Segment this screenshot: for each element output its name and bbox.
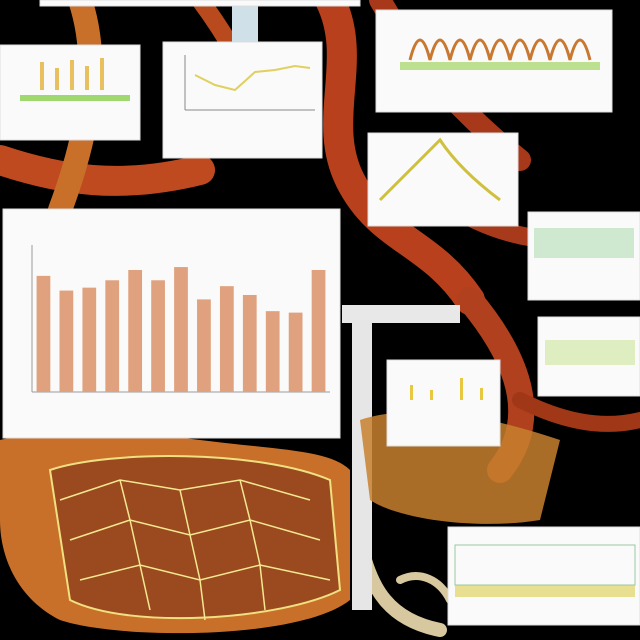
- panel: [0, 44, 141, 141]
- bar: [36, 275, 51, 392]
- mini-band: [545, 340, 635, 365]
- mini-line: [194, 64, 311, 92]
- panel: [447, 526, 640, 626]
- mini-bar: [20, 95, 130, 101]
- mini-bar: [410, 385, 413, 400]
- mini-bar: [85, 66, 89, 90]
- mini-bar: [70, 60, 74, 90]
- mini-band: [455, 585, 635, 597]
- bar: [128, 269, 143, 392]
- vessel: [0, 145, 215, 196]
- mesh-line: [119, 479, 151, 611]
- bar: [288, 312, 303, 392]
- connector: [232, 0, 258, 46]
- bar: [197, 299, 211, 392]
- mini-bar: [480, 388, 483, 400]
- mesh-line: [179, 489, 206, 621]
- bar: [151, 280, 165, 392]
- bar: [265, 311, 280, 392]
- connector: [342, 305, 460, 323]
- connector: [352, 320, 372, 610]
- mini-line: [408, 38, 592, 61]
- vessel: [396, 572, 454, 604]
- panel: [367, 132, 519, 227]
- mini-grid: [454, 544, 636, 586]
- mesh-line: [239, 479, 266, 611]
- mini-charts: [20, 38, 636, 597]
- bar: [59, 290, 74, 392]
- vessel: [512, 392, 640, 432]
- panel: [39, 0, 361, 7]
- mini-bar: [100, 58, 104, 90]
- bar: [219, 286, 234, 392]
- mesh: [59, 479, 331, 621]
- mini-band: [534, 228, 634, 258]
- bar: [242, 294, 257, 392]
- mini-bar: [40, 62, 44, 90]
- organ-lobe: [48, 455, 342, 620]
- panel: [2, 208, 341, 439]
- mini-bars: [410, 378, 483, 400]
- bar: [82, 287, 97, 392]
- mini-bar: [430, 390, 433, 400]
- panel: [162, 41, 323, 159]
- panel: [375, 9, 613, 113]
- panel: [386, 359, 501, 447]
- mini-band: [400, 62, 600, 70]
- mini-bars: [40, 58, 104, 90]
- mini-plant: [378, 137, 501, 202]
- bar: [174, 267, 188, 392]
- bar: [105, 280, 120, 392]
- vessel: [315, 0, 485, 315]
- bar: [311, 269, 326, 392]
- mini-bar: [55, 68, 59, 90]
- mini-bar: [460, 378, 463, 400]
